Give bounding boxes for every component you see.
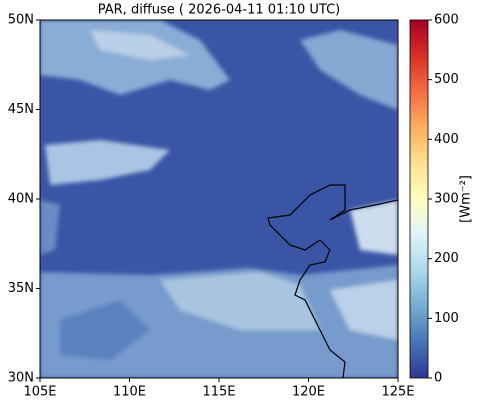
x-tick-label: 125E [381,385,414,400]
field [40,20,398,378]
y-tick-label: 50N [8,13,34,28]
colorbar-tick-label: 500 [434,72,459,87]
y-tick-label: 30N [8,371,34,386]
x-tick-label: 110E [113,385,146,400]
x-tick-label: 115E [202,385,235,400]
colorbar-tick-label: 200 [434,251,459,266]
title: PAR, diffuse ( 2026-04-11 01:10 UTC) [98,3,341,18]
colorbar-tick-label: 0 [434,371,442,386]
colorbar [409,19,429,379]
colorbar-label: [Wm⁻²] [459,175,474,223]
x-tick-label: 120E [292,385,325,400]
colorbar-tick-label: 400 [434,132,459,147]
colorbar-tick-label: 600 [434,13,459,28]
x-tick-label: 105E [23,385,56,400]
colorbar-tick-label: 300 [434,192,459,207]
colorbar-tick-label: 100 [434,311,459,326]
y-tick-label: 40N [8,192,34,207]
y-tick-label: 45N [8,102,34,117]
y-tick-label: 35N [8,281,34,296]
